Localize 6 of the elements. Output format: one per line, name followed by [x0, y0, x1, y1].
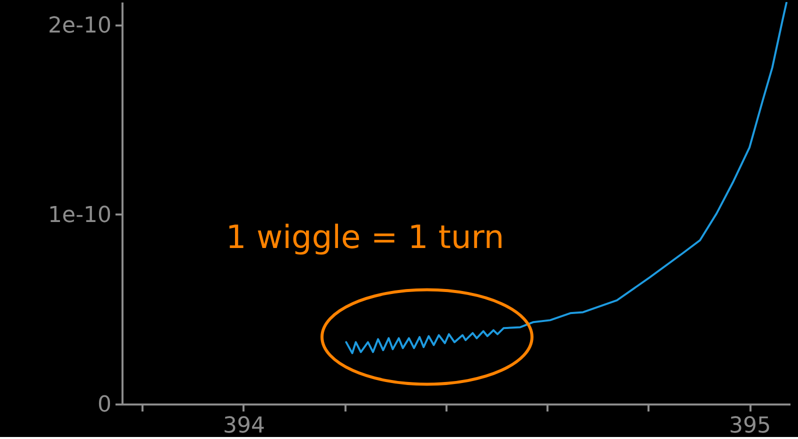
- y-tick-label: 0: [98, 392, 112, 418]
- y-tick-label: 1e-10: [48, 202, 112, 228]
- y-tick-label: 2e-10: [48, 13, 112, 38]
- x-tick-label: 395: [729, 414, 772, 438]
- annotation: 1 wiggle = 1 turn: [226, 218, 504, 256]
- x-tick-label: 394: [222, 414, 265, 438]
